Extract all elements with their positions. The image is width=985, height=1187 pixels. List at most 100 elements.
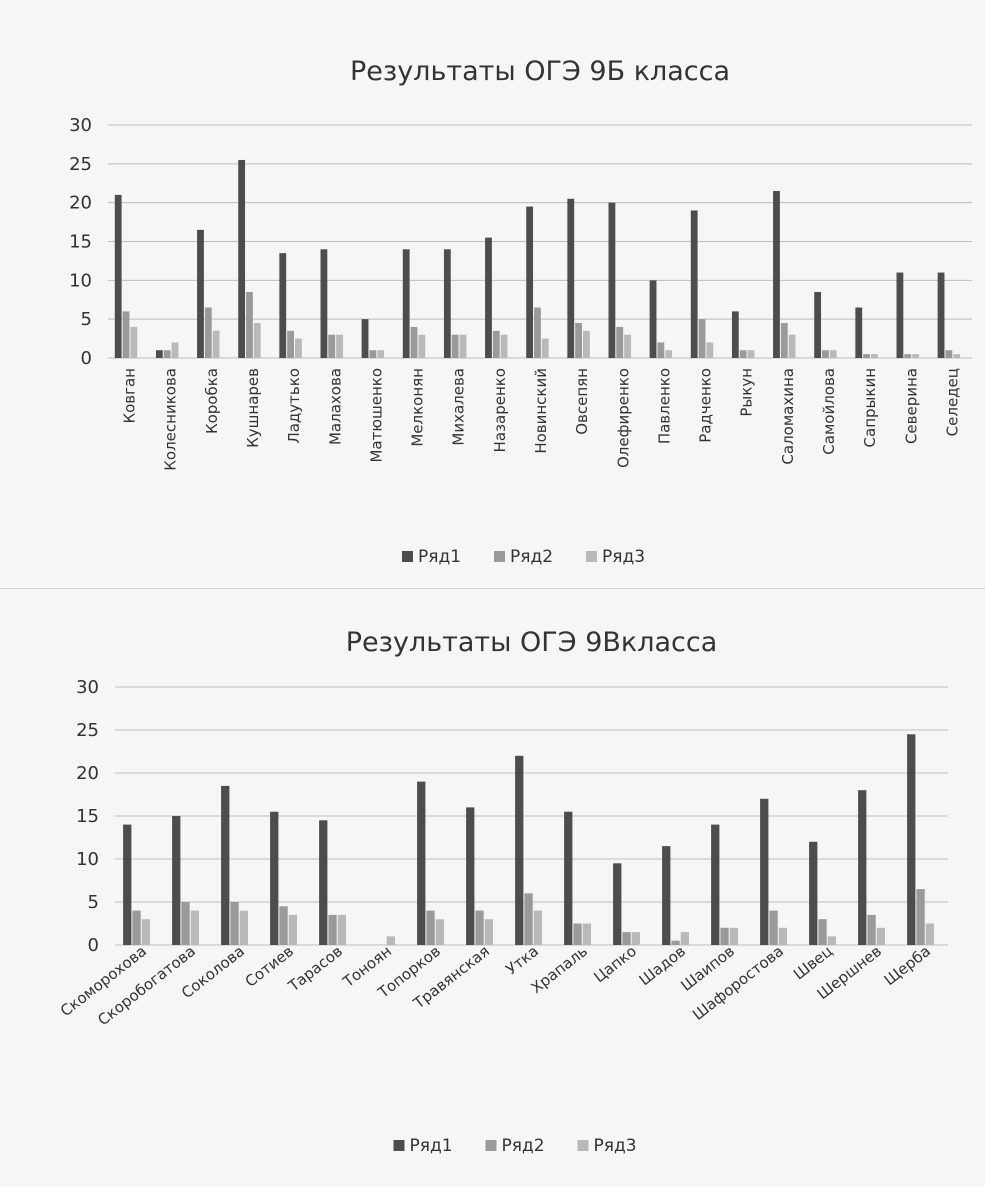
bar-3-12 [680,932,690,945]
bar-2-7 [426,910,435,945]
bar-2-3 [230,902,239,945]
category-label: Колесникова [162,368,180,471]
bar-2-15 [818,919,827,945]
category-label: Тарасов [284,942,346,996]
bar-2-11 [534,307,541,358]
bar-2-20 [904,354,912,358]
bar-3-4 [288,914,298,945]
bar-3-2 [171,342,179,358]
legend-swatch [577,1140,589,1151]
bar-3-12 [582,330,590,358]
bar-2-10 [492,330,500,358]
bar-1-9 [515,755,524,945]
legend-label: Ряд1 [418,547,461,567]
category-label: Северина [902,368,920,444]
legend-label: Ряд1 [410,1136,453,1156]
bar-3-17 [788,334,796,358]
bar-3-16 [747,350,755,358]
bar-3-4 [253,323,261,358]
y-tick-label: 20 [69,193,92,214]
category-label: Матюшенко [367,368,385,463]
bar-2-8 [475,910,484,945]
bar-2-16 [867,914,876,945]
bar-2-14 [769,910,778,945]
bar-3-9 [533,910,543,945]
legend-swatch [485,1140,497,1151]
legend-swatch [494,551,505,562]
bar-3-16 [876,927,886,945]
bar-3-9 [459,334,467,358]
bar-3-14 [778,927,788,945]
bar-3-3 [212,330,220,358]
category-label: Михалева [450,368,468,446]
y-tick-label: 10 [76,849,99,870]
bar-1-3 [197,229,204,358]
bar-2-17 [916,889,925,945]
legend-swatch [586,551,597,562]
bar-3-15 [706,342,714,358]
bar-1-14 [760,798,769,945]
legend-label: Ряд3 [602,547,645,567]
bar-1-3 [221,785,230,945]
bar-2-13 [616,326,624,358]
y-tick-label: 5 [81,309,92,330]
bar-3-8 [418,334,426,358]
bar-3-1 [130,326,138,358]
bar-2-15 [698,319,706,358]
category-label: Рыкун [738,368,756,417]
bar-2-4 [279,906,288,945]
category-label: Павленко [655,368,673,444]
bar-1-13 [711,824,720,945]
bar-2-10 [573,923,582,945]
bar-2-5 [287,330,294,358]
bar-2-12 [575,323,582,358]
bar-2-8 [410,326,418,358]
bar-3-8 [484,919,494,945]
bar-1-15 [690,210,698,358]
legend-swatch [393,1140,405,1151]
bar-3-19 [870,354,878,358]
bar-3-1 [141,919,151,945]
y-tick-label: 0 [88,935,99,956]
bar-1-1 [114,194,122,358]
bar-2-13 [720,927,729,945]
bar-1-8 [402,249,410,358]
bar-3-5 [294,338,302,358]
category-label: Новинский [532,368,550,454]
bar-1-16 [731,311,739,358]
category-label: Цапко [590,942,640,986]
bar-1-11 [613,863,622,945]
bar-3-7 [377,350,385,358]
bar-3-13 [729,927,739,945]
category-label: Радченко [697,368,715,443]
bar-3-13 [624,334,631,358]
bar-1-9 [443,249,451,358]
bar-1-18 [814,291,822,358]
bar-1-7 [361,319,369,358]
category-label: Ладутько [285,368,303,444]
legend-swatch [402,551,413,562]
bar-2-11 [622,932,631,945]
category-label: Сапрыкин [861,368,879,447]
bar-2-4 [246,291,253,358]
bar-1-11 [526,206,534,358]
bar-2-19 [863,354,870,358]
category-label: Щерба [881,942,934,989]
bar-3-21 [953,354,961,358]
bar-1-8 [466,807,475,945]
y-tick-label: 30 [69,115,92,136]
legend-label: Ряд3 [594,1136,637,1156]
y-tick-label: 5 [88,892,99,913]
y-tick-label: 0 [81,348,92,369]
y-tick-label: 20 [76,763,99,784]
bar-3-10 [582,923,592,945]
category-label: Назаренко [491,368,509,452]
bar-2-1 [122,311,130,358]
chart-9v: Результаты ОГЭ 9Вкласса051015202530Скомо… [57,627,948,1156]
category-label: Малахова [326,368,344,445]
legend-label: Ряд2 [502,1136,545,1156]
chart-panel-9v: Результаты ОГЭ 9Вкласса 0 5 10 15 20 25 30 Скомо… [0,588,985,1184]
category-label: Кушнарев [244,368,262,448]
category-label: Овсепян [573,368,591,435]
